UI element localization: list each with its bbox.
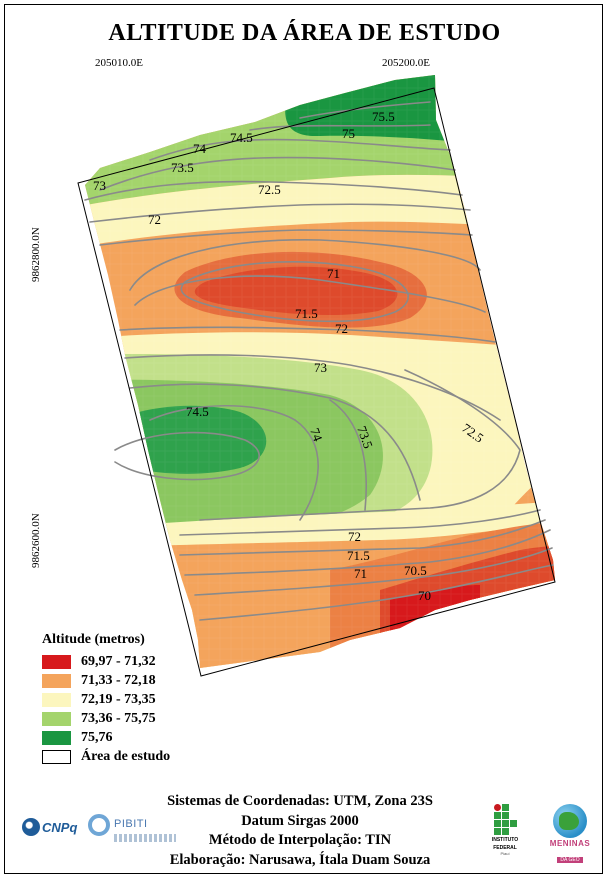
contour-label: 74.5 bbox=[230, 130, 253, 145]
contour-label: 70 bbox=[418, 588, 431, 603]
legend-swatch bbox=[42, 730, 71, 745]
pibiti-subtext-graphic bbox=[114, 834, 176, 842]
legend-label: 71,33 - 72,18 bbox=[81, 672, 156, 688]
legend-label: 73,36 - 75,75 bbox=[81, 710, 156, 726]
legend-item: 71,33 - 72,18 bbox=[42, 671, 170, 690]
ifpi-mark-icon bbox=[488, 804, 522, 835]
contour-label: 71 bbox=[327, 266, 340, 281]
contour-label: 70.5 bbox=[404, 563, 427, 578]
legend-label: 72,19 - 73,35 bbox=[81, 691, 156, 707]
legend-label: 75,76 bbox=[81, 729, 113, 745]
easting-label-2: 205200.0E bbox=[382, 57, 430, 69]
legend-label: 69,97 - 71,32 bbox=[81, 653, 156, 669]
cnpq-logo-text: CNPq bbox=[42, 819, 78, 835]
cnpq-logo: CNPq bbox=[22, 818, 77, 836]
contour-label: 74.5 bbox=[186, 404, 209, 419]
contour-label: 71.5 bbox=[295, 306, 318, 321]
map-title: ALTITUDE DA ÁREA DE ESTUDO bbox=[108, 20, 501, 46]
interpolation-text: Método de Interpolação: TIN bbox=[208, 832, 392, 848]
legend-swatch bbox=[42, 692, 71, 707]
contour-label: 73 bbox=[93, 178, 106, 193]
legend-swatch bbox=[42, 673, 71, 688]
coordinate-system-text: Sistemas de Coordenadas: UTM, Zona 23S bbox=[167, 793, 433, 809]
contour-label: 73.5 bbox=[354, 424, 376, 451]
cnpq-icon bbox=[22, 818, 40, 836]
legend-item: 73,36 - 75,75 bbox=[42, 709, 170, 728]
contour-label: 72 bbox=[148, 212, 161, 227]
contour-label-group: 75.5 75 74.5 74 73.5 73 72.5 72 71 71.5 … bbox=[93, 109, 487, 603]
legend-title: Altitude (metros) bbox=[42, 632, 145, 647]
contour-label: 74 bbox=[307, 426, 326, 444]
contour-label: 74 bbox=[193, 141, 207, 156]
legend-item: 75,76 bbox=[42, 728, 170, 747]
contour-lines bbox=[84, 101, 554, 621]
contour-label: 71.5 bbox=[347, 548, 370, 563]
contour-label: 75 bbox=[342, 126, 355, 141]
easting-label-1: 205010.0E bbox=[95, 57, 143, 69]
legend-item: 72,19 - 73,35 bbox=[42, 690, 170, 709]
pibiti-logo-text: PIBITI bbox=[114, 818, 148, 830]
contour-label: 75.5 bbox=[372, 109, 395, 124]
author-text: Elaboração: Narusawa, Ítala Duam Souza bbox=[169, 851, 431, 868]
legend-label: Área de estudo bbox=[81, 748, 171, 764]
contour-label: 72.5 bbox=[258, 182, 281, 197]
map-info-block: Sistemas de Coordenadas: UTM, Zona 23S D… bbox=[140, 792, 460, 870]
ifpi-text-1: INSTITUTO bbox=[491, 837, 519, 843]
contour-label: 73 bbox=[314, 360, 327, 375]
meninas-logo-subtext: DA GEO bbox=[557, 857, 583, 863]
ifpi-logo: INSTITUTO FEDERAL Piauí bbox=[488, 804, 522, 856]
pibiti-logo: PIBITI bbox=[88, 814, 176, 842]
ifpi-text-2: FEDERAL bbox=[493, 845, 517, 851]
study-area-swatch bbox=[42, 749, 71, 764]
globe-icon bbox=[553, 804, 587, 838]
legend-item-study-area: Área de estudo bbox=[42, 747, 170, 766]
datum-text: Datum Sirgas 2000 bbox=[241, 812, 359, 829]
pibiti-ring-icon bbox=[88, 814, 110, 836]
legend-item: 69,97 - 71,32 bbox=[42, 652, 170, 671]
map-legend: Altitude (metros) 69,97 - 71,32 71,33 - … bbox=[42, 632, 170, 766]
meninas-logo-text: MENINAS bbox=[549, 839, 591, 848]
contour-label: 72 bbox=[335, 321, 348, 336]
contour-label: 73.5 bbox=[171, 160, 194, 175]
contour-label: 72 bbox=[348, 529, 361, 544]
ifpi-text-3: Piauí bbox=[500, 851, 510, 856]
contour-label: 71 bbox=[354, 566, 367, 581]
legend-swatch bbox=[42, 654, 71, 669]
map-frame bbox=[4, 4, 603, 874]
legend-swatch bbox=[42, 711, 71, 726]
meninas-da-geo-logo: MENINAS DA GEO bbox=[548, 804, 592, 866]
study-area-outline bbox=[77, 87, 556, 677]
elevation-raster bbox=[85, 75, 555, 668]
